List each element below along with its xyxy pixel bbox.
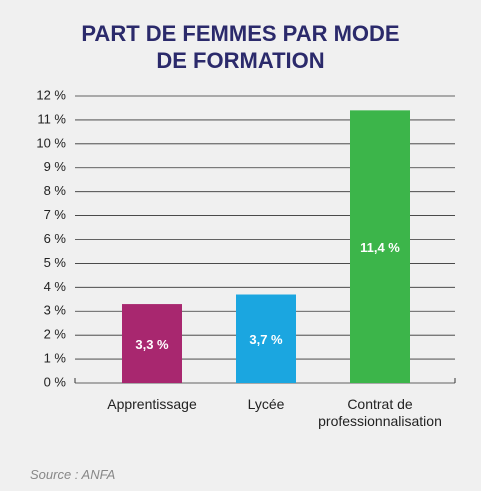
y-tick-label: 8 %	[44, 183, 67, 198]
x-tick-label: Contrat de professionnalisation	[318, 396, 442, 429]
data-label: 3,3 %	[135, 337, 169, 352]
y-tick-label: 3 %	[44, 303, 67, 318]
y-tick-label: 6 %	[44, 231, 67, 246]
y-tick-label: 7 %	[44, 207, 67, 222]
y-tick-label: 0 %	[44, 374, 67, 389]
bar	[122, 304, 182, 383]
y-tick-label: 12 %	[36, 87, 66, 102]
y-tick-label: 10 %	[36, 135, 66, 150]
x-tick-label: Lycée	[247, 396, 285, 412]
y-tick-label: 9 %	[44, 159, 67, 174]
y-tick-label: 1 %	[44, 351, 67, 366]
bar	[350, 110, 410, 383]
y-tick-label: 2 %	[44, 327, 67, 342]
y-tick-label: 5 %	[44, 255, 67, 270]
chart-title: PART DE FEMMES PAR MODE DE FORMATION	[81, 21, 400, 73]
x-tick-label: Apprentissage	[107, 396, 197, 412]
data-label: 11,4 %	[360, 240, 400, 255]
y-tick-label: 11 %	[37, 111, 66, 126]
y-tick-label: 4 %	[44, 279, 67, 294]
bar	[236, 294, 296, 383]
data-label: 3,7 %	[249, 332, 283, 347]
source: Source : ANFA	[30, 467, 116, 482]
